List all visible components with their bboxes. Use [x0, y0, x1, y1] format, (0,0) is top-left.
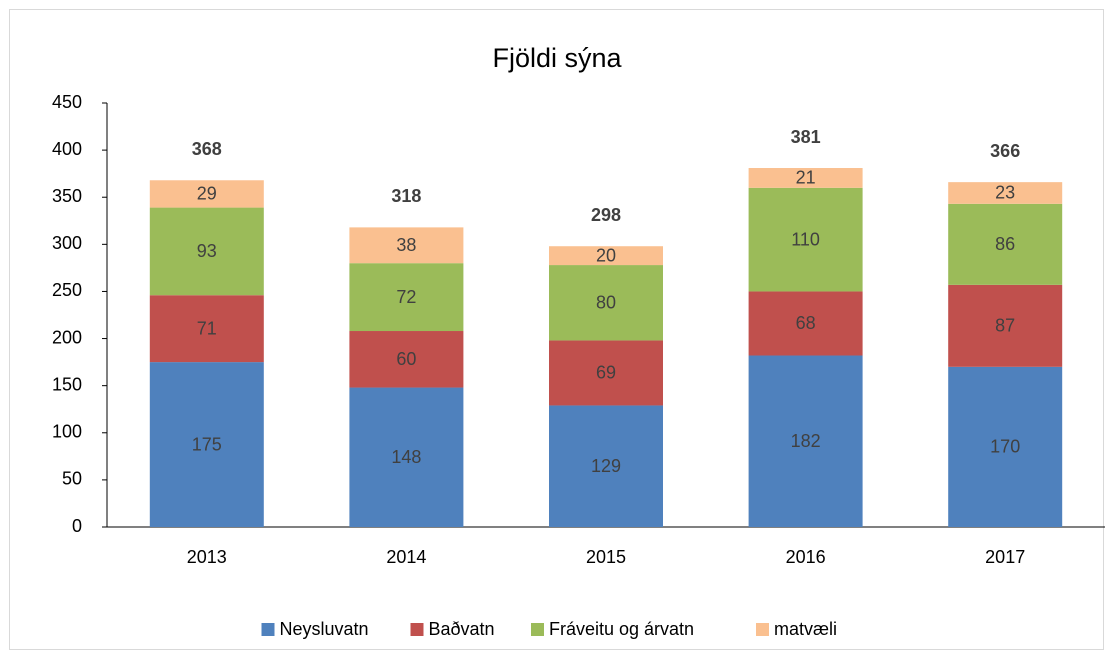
data-label: 110 — [791, 229, 820, 249]
y-tick-label: 100 — [52, 422, 82, 442]
bar-segment — [149, 362, 264, 527]
bar-segment — [748, 355, 863, 527]
data-label: 20 — [596, 245, 616, 265]
total-label: 298 — [591, 205, 621, 225]
legend-swatch — [410, 623, 424, 636]
data-label: 170 — [990, 437, 1020, 457]
bar-segment — [549, 405, 663, 527]
bar-segment — [349, 227, 464, 264]
legend-label: Baðvatn — [429, 619, 495, 639]
bar-segment — [748, 187, 863, 292]
legend-swatch — [756, 623, 769, 636]
y-tick-label: 450 — [52, 92, 82, 112]
data-label: 148 — [391, 447, 421, 467]
chart-title: Fjöldi sýna — [492, 43, 622, 73]
data-label: 93 — [197, 241, 217, 261]
legend-swatch — [531, 623, 544, 636]
data-label: 23 — [995, 183, 1015, 203]
y-tick-label: 0 — [72, 516, 82, 536]
y-tick-label: 250 — [52, 280, 82, 300]
total-label: 366 — [990, 141, 1020, 161]
bar-segment — [948, 366, 1063, 527]
data-label: 72 — [396, 287, 416, 307]
data-label: 87 — [995, 316, 1015, 336]
legend-swatch — [261, 623, 275, 636]
x-tick-label: 2017 — [985, 547, 1025, 567]
data-label: 175 — [192, 434, 222, 454]
bar-segment — [948, 284, 1063, 367]
data-label: 69 — [596, 363, 616, 383]
y-tick-label: 150 — [52, 374, 82, 394]
data-label: 68 — [796, 313, 816, 333]
y-tick-label: 400 — [52, 139, 82, 159]
data-label: 29 — [197, 184, 217, 204]
data-label: 60 — [396, 349, 416, 369]
data-label: 80 — [596, 293, 616, 313]
legend-label: Neysluvatn — [280, 619, 369, 639]
x-tick-label: 2015 — [586, 547, 626, 567]
bar-segment — [948, 182, 1063, 204]
bar-segment — [349, 331, 464, 388]
x-tick-label: 2014 — [386, 547, 426, 567]
bar-segment — [549, 246, 663, 266]
total-label: 381 — [791, 127, 821, 147]
data-label: 86 — [995, 234, 1015, 254]
data-label: 38 — [396, 235, 416, 255]
legend-label: Fráveitu og árvatn — [549, 619, 694, 639]
y-tick-label: 300 — [52, 233, 82, 253]
data-label: 21 — [796, 168, 816, 188]
total-label: 368 — [192, 139, 222, 159]
x-tick-label: 2013 — [187, 547, 227, 567]
data-label: 182 — [791, 431, 821, 451]
bar-segment — [349, 387, 464, 527]
x-tick-label: 2016 — [786, 547, 826, 567]
legend-label: matvæli — [774, 619, 837, 639]
bar-segment — [349, 263, 464, 332]
bar-segment — [149, 295, 264, 363]
total-label: 318 — [391, 186, 421, 206]
bar-segment — [549, 265, 663, 341]
bar-segment — [948, 203, 1063, 285]
data-label: 71 — [197, 318, 217, 338]
bar-segment — [149, 180, 264, 208]
y-tick-label: 350 — [52, 186, 82, 206]
bar-segment — [549, 340, 663, 406]
y-tick-label: 200 — [52, 327, 82, 347]
bar-segment — [748, 168, 863, 188]
bar-segment — [149, 207, 264, 296]
data-label: 129 — [591, 456, 621, 476]
bar-segment — [748, 291, 863, 356]
y-tick-label: 50 — [62, 469, 82, 489]
